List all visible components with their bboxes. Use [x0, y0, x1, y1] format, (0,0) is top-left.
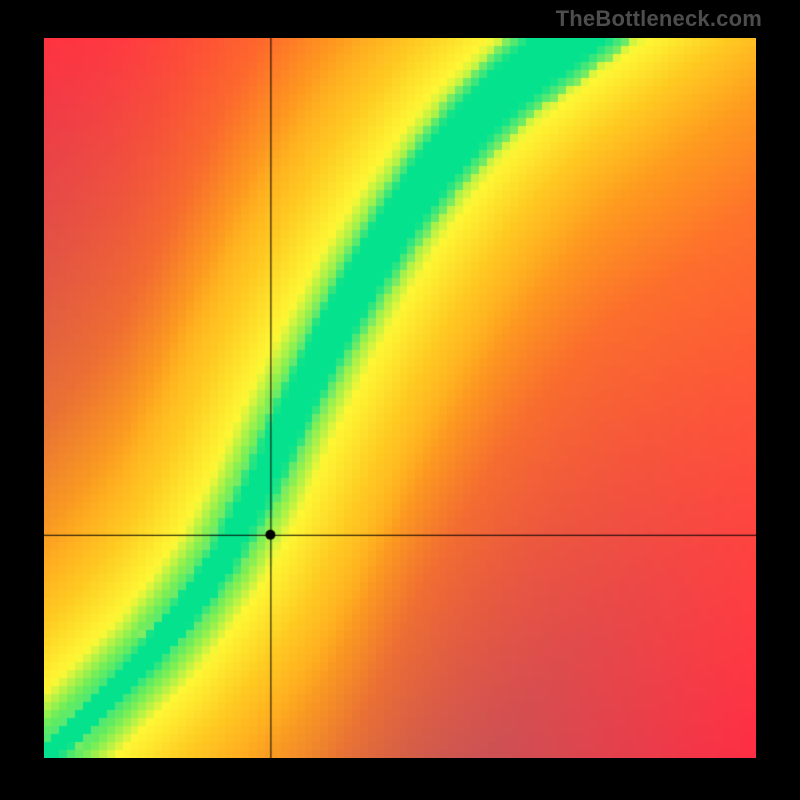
chart-frame: TheBottleneck.com	[0, 0, 800, 800]
bottleneck-heatmap	[44, 38, 756, 758]
watermark-text: TheBottleneck.com	[556, 6, 762, 32]
